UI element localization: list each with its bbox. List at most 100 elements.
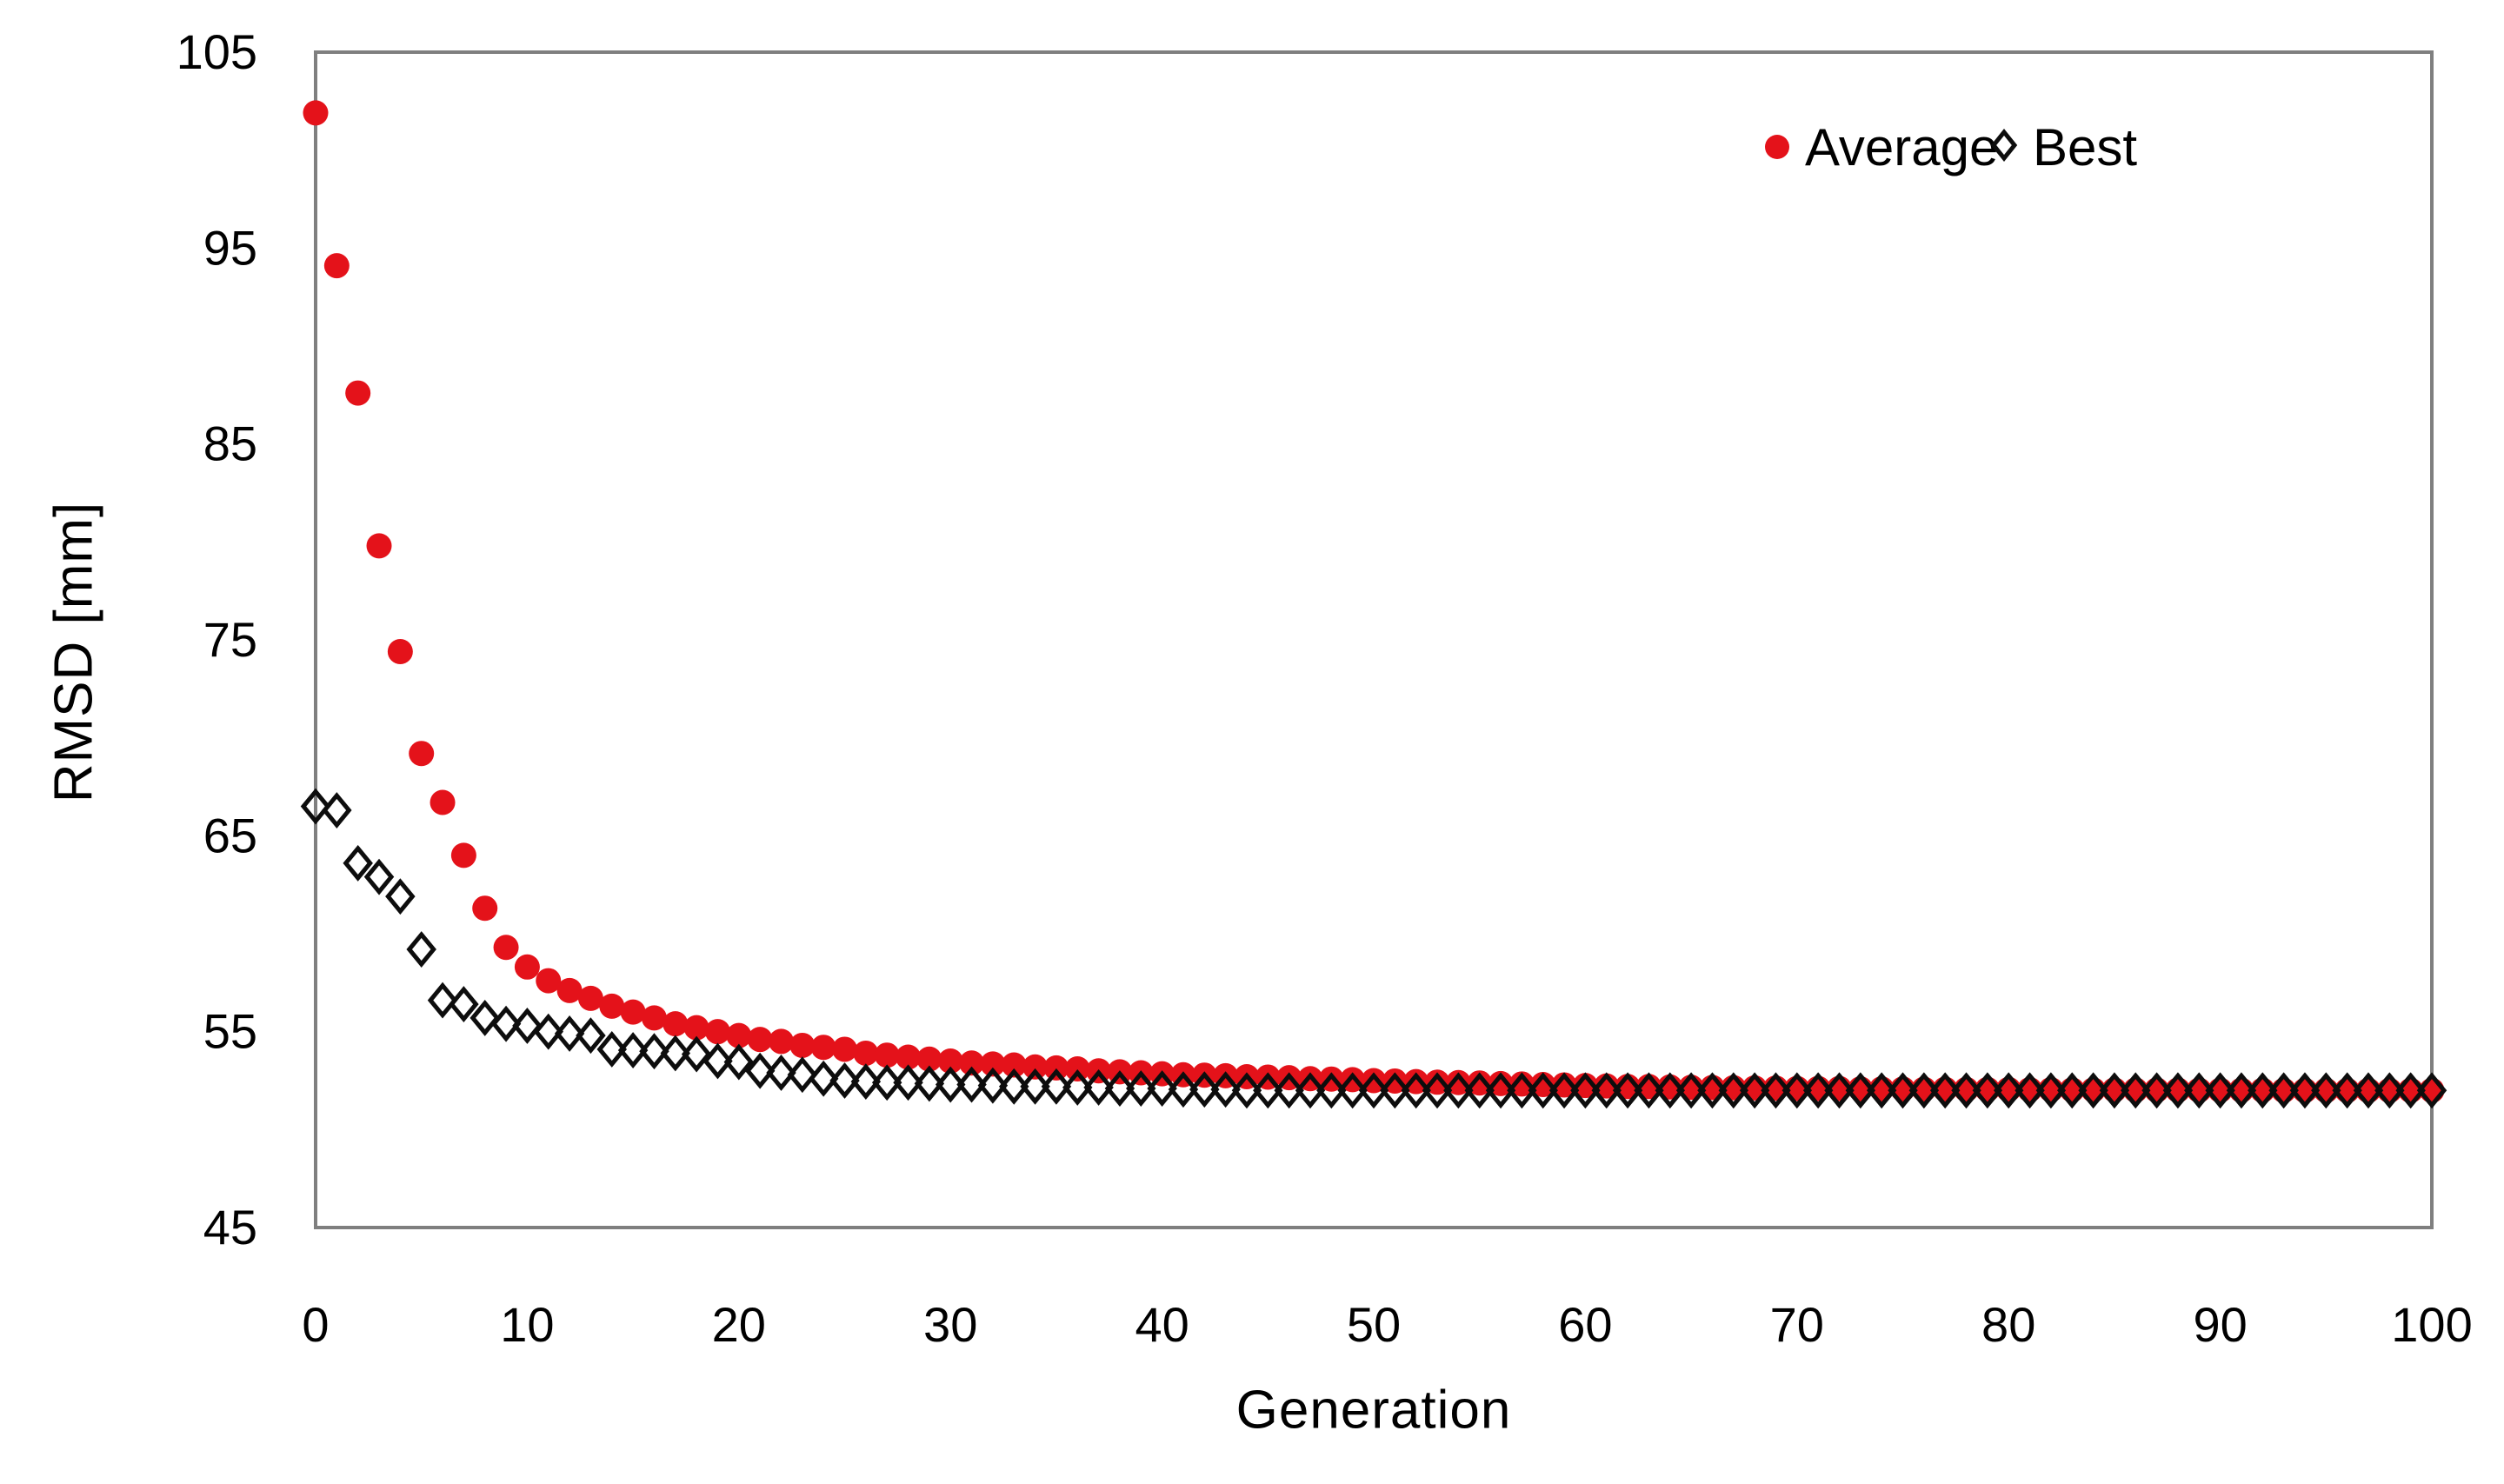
best-point <box>703 1042 733 1080</box>
y-tick-label: 85 <box>203 416 257 471</box>
best-point <box>1802 1072 1834 1109</box>
best-point <box>850 1063 882 1101</box>
best-point <box>1761 1072 1791 1109</box>
average-point <box>959 1050 985 1076</box>
best-point <box>681 1035 712 1073</box>
best-point <box>343 844 373 882</box>
best-point <box>1824 1072 1855 1109</box>
average-point <box>536 968 562 994</box>
average-point <box>641 1005 667 1031</box>
best-point <box>660 1035 691 1072</box>
best-point <box>2332 1072 2362 1109</box>
best-point <box>1528 1072 1558 1109</box>
x-tick-label: 10 <box>500 1297 554 1352</box>
best-point <box>766 1055 796 1091</box>
best-point <box>1274 1072 1304 1109</box>
best-point <box>1993 1072 2024 1109</box>
best-point <box>512 1007 543 1044</box>
best-point <box>554 1015 585 1052</box>
average-point <box>1530 1072 1556 1098</box>
x-tick-label: 0 <box>302 1297 329 1352</box>
average-point <box>493 935 519 961</box>
best-point <box>406 931 436 968</box>
average-point <box>303 100 329 126</box>
best-point <box>2056 1072 2088 1109</box>
average-point <box>599 993 625 1019</box>
best-point <box>1189 1071 1220 1108</box>
legend-average-label: Average <box>1805 118 1998 176</box>
legend-best-label: Best <box>2033 118 2137 176</box>
best-point <box>1866 1072 1897 1109</box>
best-point <box>2205 1072 2235 1109</box>
average-point <box>620 999 646 1025</box>
x-tick-label: 40 <box>1135 1297 1189 1352</box>
x-tick-label: 80 <box>1981 1297 2035 1352</box>
best-point <box>1655 1072 1685 1109</box>
best-point <box>1210 1071 1241 1108</box>
y-tick-label: 55 <box>203 1004 257 1059</box>
average-point <box>323 253 350 279</box>
best-point <box>1464 1072 1495 1109</box>
average-point <box>1064 1055 1090 1081</box>
best-point <box>2395 1072 2426 1109</box>
best-point <box>1888 1072 1918 1109</box>
best-point <box>1253 1072 1283 1109</box>
average-point <box>450 842 476 868</box>
average-point <box>937 1048 963 1074</box>
x-tick-label: 20 <box>712 1297 766 1352</box>
best-point <box>1697 1072 1728 1109</box>
x-axis-title: Generation <box>1235 1380 1512 1441</box>
x-tick-label: 50 <box>1347 1297 1401 1352</box>
best-point <box>1020 1068 1050 1105</box>
average-point <box>789 1032 816 1058</box>
best-point <box>2015 1072 2045 1109</box>
average-point <box>853 1040 879 1066</box>
best-point <box>533 1013 563 1050</box>
best-point <box>576 1017 606 1055</box>
average-point <box>430 789 456 815</box>
legend: Average Best <box>1765 118 2137 176</box>
average-point <box>366 533 392 559</box>
best-point <box>1147 1070 1177 1107</box>
best-point <box>871 1064 902 1101</box>
average-point <box>1382 1068 1408 1094</box>
best-point <box>1041 1068 1072 1105</box>
best-point <box>1422 1072 1453 1109</box>
x-tick-label: 100 <box>2391 1297 2472 1352</box>
best-point <box>470 999 500 1036</box>
best-point <box>1845 1072 1876 1109</box>
best-point <box>977 1067 1009 1104</box>
best-point <box>1570 1072 1601 1109</box>
best-point <box>829 1062 860 1099</box>
average-point <box>1508 1071 1535 1097</box>
y-tick-label: 75 <box>203 612 257 667</box>
average-point <box>345 380 371 406</box>
average-point <box>810 1035 836 1061</box>
best-point <box>2035 1072 2067 1109</box>
best-point <box>1401 1072 1431 1109</box>
best-point <box>1612 1072 1643 1109</box>
best-point <box>1316 1072 1347 1109</box>
best-point <box>1908 1072 1940 1109</box>
best-point <box>2099 1072 2130 1109</box>
average-point <box>514 954 540 980</box>
average-point <box>1551 1072 1577 1098</box>
x-tick-label: 70 <box>1770 1297 1824 1352</box>
average-point <box>556 977 583 1003</box>
legend-average-marker-icon <box>1765 135 1789 159</box>
best-point <box>1591 1072 1622 1109</box>
average-point <box>1445 1069 1471 1095</box>
best-point <box>787 1056 818 1094</box>
average-point <box>1001 1052 1027 1078</box>
best-point <box>449 986 479 1023</box>
best-point <box>300 788 331 825</box>
average-point <box>704 1019 730 1045</box>
average-point <box>1022 1054 1049 1080</box>
best-point <box>1083 1068 1114 1106</box>
y-axis-title: RMSD [mm] <box>43 501 104 803</box>
best-point <box>808 1060 839 1097</box>
best-point <box>1548 1072 1580 1109</box>
average-point <box>1424 1069 1450 1095</box>
best-point <box>893 1064 923 1101</box>
